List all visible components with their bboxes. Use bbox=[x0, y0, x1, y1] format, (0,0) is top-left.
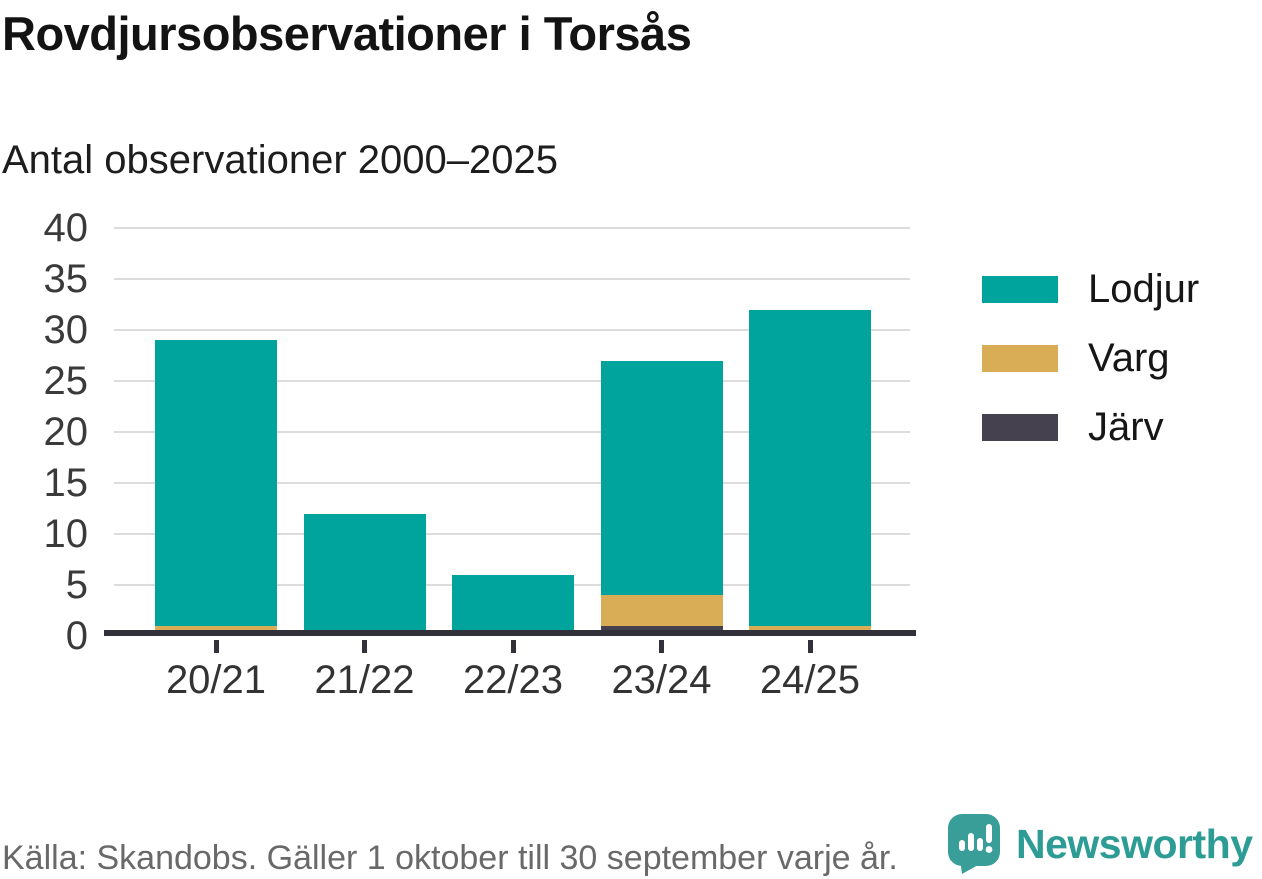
bar-segment-lodjur bbox=[452, 574, 574, 636]
x-axis-label: 23/24 bbox=[611, 658, 712, 702]
gridline bbox=[114, 533, 910, 535]
gridline bbox=[114, 329, 910, 331]
legend-item: Varg bbox=[982, 338, 1199, 378]
gridline bbox=[114, 227, 910, 229]
bar-segment-lodjur bbox=[303, 513, 426, 636]
chart-title: Rovdjursobservationer i Torsås bbox=[2, 7, 692, 60]
newsworthy-logo: Newsworthy bbox=[948, 814, 1253, 879]
source-text: Källa: Skandobs. Gäller 1 oktober till 3… bbox=[2, 839, 898, 877]
y-axis-label: 25 bbox=[43, 359, 89, 403]
y-axis-label: 0 bbox=[65, 614, 88, 658]
bar-segment-lodjur bbox=[155, 340, 277, 626]
legend: Lodjur Varg Järv bbox=[982, 269, 1199, 476]
newsworthy-bubble-chart-icon bbox=[948, 814, 1000, 879]
x-axis-tick bbox=[213, 640, 219, 653]
legend-label: Lodjur bbox=[1088, 267, 1200, 311]
bar-segment-lodjur bbox=[749, 309, 871, 626]
x-axis-tick bbox=[510, 640, 516, 653]
gridline bbox=[114, 278, 910, 280]
y-axis-label: 20 bbox=[43, 410, 89, 454]
legend-label: Järv bbox=[1088, 405, 1164, 449]
newsworthy-logo-text: Newsworthy bbox=[1016, 821, 1253, 867]
plot-area: 0 5 10 15 20 25 30 35 40 20/21 21/22 22/23 23/24 24/2… bbox=[44, 208, 916, 702]
y-axis-label: 40 bbox=[43, 206, 89, 250]
chart-subtitle: Antal observationer 2000–2025 bbox=[2, 138, 558, 182]
y-axis-label: 5 bbox=[65, 563, 88, 607]
bar-segment-varg bbox=[600, 595, 723, 626]
x-axis-label: 22/23 bbox=[462, 658, 564, 702]
legend-swatch bbox=[982, 275, 1058, 303]
x-axis-line bbox=[104, 630, 916, 636]
x-axis-tick bbox=[362, 640, 367, 653]
legend-item: Järv bbox=[982, 407, 1199, 447]
x-axis-label: 21/22 bbox=[314, 658, 415, 702]
legend-swatch bbox=[982, 413, 1058, 441]
gridline bbox=[114, 380, 910, 382]
gridline bbox=[114, 482, 910, 484]
bar-segment-lodjur bbox=[600, 360, 723, 596]
gridline bbox=[114, 431, 910, 433]
legend-swatch bbox=[982, 344, 1058, 372]
x-axis-tick bbox=[807, 640, 813, 653]
y-axis-label: 35 bbox=[43, 257, 89, 301]
legend-label: Varg bbox=[1088, 336, 1170, 380]
y-axis-label: 30 bbox=[43, 308, 89, 352]
x-axis-tick bbox=[659, 640, 664, 653]
legend-item: Lodjur bbox=[982, 269, 1199, 309]
y-axis-label: 15 bbox=[43, 461, 89, 505]
y-axis-label: 10 bbox=[43, 512, 89, 556]
x-axis-label: 20/21 bbox=[165, 658, 267, 702]
x-axis-label: 24/25 bbox=[759, 658, 861, 702]
